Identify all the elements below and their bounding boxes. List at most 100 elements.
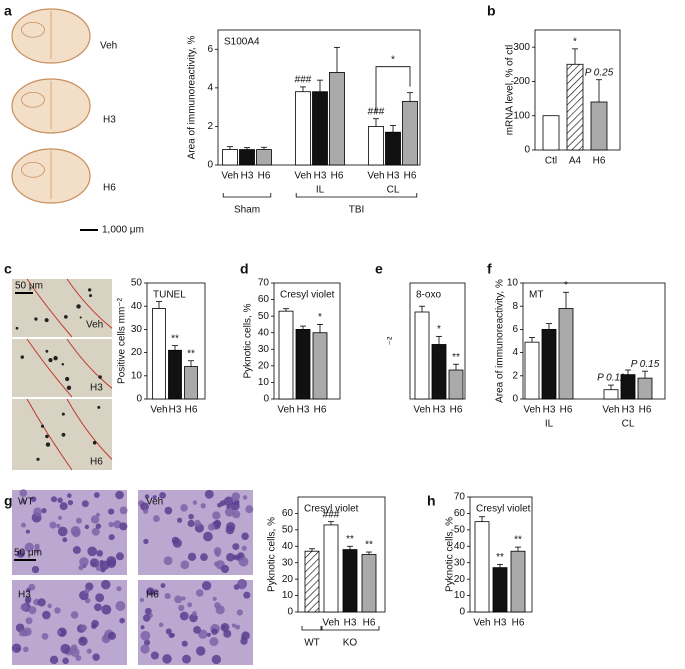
y-tick-label: 2 (512, 370, 518, 381)
cell-dot (54, 607, 61, 614)
cell-dot (19, 489, 28, 497)
cell-dot (232, 554, 238, 560)
bar (637, 377, 653, 400)
y-tick-label: 60 (454, 508, 466, 519)
error-bar (334, 46, 340, 73)
y-axis-label: Pyknotic cells, % (243, 303, 254, 378)
group-bracket (222, 193, 272, 198)
cell-dot (195, 589, 204, 597)
cell-dot (58, 515, 63, 520)
cell-dot (119, 506, 128, 515)
image-label: Veh (86, 320, 103, 331)
x-tick-label: Veh (322, 618, 339, 629)
bar (361, 554, 377, 613)
cell-dot (180, 560, 190, 570)
cell-dot (165, 628, 172, 635)
error-bar (317, 79, 323, 92)
cell-dot (236, 609, 243, 616)
y-axis-label: ⁻² (387, 336, 398, 345)
cell-dot (76, 304, 81, 309)
y-tick-label: 60 (282, 508, 294, 519)
annotation: P 0.11 (597, 373, 625, 384)
cell-dot (57, 497, 63, 503)
cell-dot (25, 529, 30, 534)
bar (152, 308, 166, 400)
panel-letter: b (487, 3, 496, 19)
cell-dot (41, 507, 47, 514)
cell-dot (56, 630, 62, 635)
cell-dot (25, 617, 33, 625)
y-tick-label: 200 (513, 76, 530, 87)
y-tick-label: 50 (454, 524, 466, 535)
cell-dot (59, 502, 68, 511)
group-bracket-label: KO (343, 638, 358, 649)
y-axis-label: Area of immunoreactivity, % (187, 36, 198, 160)
error-bar (300, 86, 306, 92)
y-tick-label: 10 (282, 590, 294, 601)
bar (590, 101, 608, 151)
cell-dot (152, 495, 157, 500)
cell-dot (93, 603, 102, 612)
cell-dot (187, 519, 195, 528)
cell-dot (49, 521, 57, 529)
cell-dot (37, 598, 46, 607)
error-bar (390, 125, 396, 133)
annotation: * (564, 280, 568, 291)
cell-dot (174, 595, 183, 604)
y-tick-label: 70 (454, 492, 466, 503)
cell-dot (70, 525, 81, 536)
cell-dot (34, 543, 40, 550)
y-tick-label: 4 (512, 347, 518, 358)
cell-dot (86, 648, 92, 654)
cell-dot (100, 567, 106, 573)
group-bracket-label: WT (304, 638, 320, 649)
cell-dot (87, 288, 92, 292)
y-tick-label: 70 (258, 278, 270, 289)
cell-dot (23, 646, 29, 653)
y-tick-label: 0 (287, 607, 293, 618)
cell-dot (211, 628, 218, 635)
y-tick-label: 50 (131, 278, 143, 289)
cell-dot (30, 496, 37, 502)
error-bar (283, 308, 289, 312)
cell-dot (115, 600, 126, 611)
error-bar (529, 337, 535, 343)
y-tick-label: 50 (258, 311, 270, 322)
cell-dot (177, 517, 183, 523)
y-tick-label: 6 (207, 44, 213, 55)
cell-dot (119, 617, 125, 624)
x-tick-label: H6 (404, 171, 417, 182)
cell-dot (61, 432, 66, 437)
cell-dot (178, 604, 185, 612)
cell-dot (241, 545, 247, 551)
cell-dot (192, 500, 198, 505)
cell-dot (81, 500, 89, 508)
cell-dot (206, 632, 211, 637)
bar (448, 369, 464, 400)
cell-dot (66, 493, 72, 498)
plot-frame (297, 496, 386, 613)
significance-label: * (391, 54, 395, 65)
cell-dot (45, 434, 49, 439)
cell-dot (70, 647, 80, 657)
bar (566, 63, 584, 151)
cell-dot (172, 538, 182, 548)
plot-title: MT (529, 290, 543, 301)
cell-dot (40, 424, 45, 428)
y-tick-label: 50 (282, 524, 294, 535)
image-label: H3 (103, 115, 116, 126)
cell-dot (143, 639, 151, 646)
cell-dot (187, 602, 193, 608)
cell-dot (33, 507, 42, 517)
cell-dot (142, 614, 151, 622)
cell-dot (98, 375, 102, 379)
region-border (26, 278, 73, 338)
cell-dot (45, 349, 49, 353)
group-label: IL (545, 419, 554, 430)
x-tick-label: H3 (241, 171, 254, 182)
bar (168, 349, 182, 400)
error-bar (642, 370, 648, 379)
y-tick-label: 40 (454, 541, 466, 552)
bar (295, 328, 311, 400)
cortex-stain (21, 21, 45, 38)
